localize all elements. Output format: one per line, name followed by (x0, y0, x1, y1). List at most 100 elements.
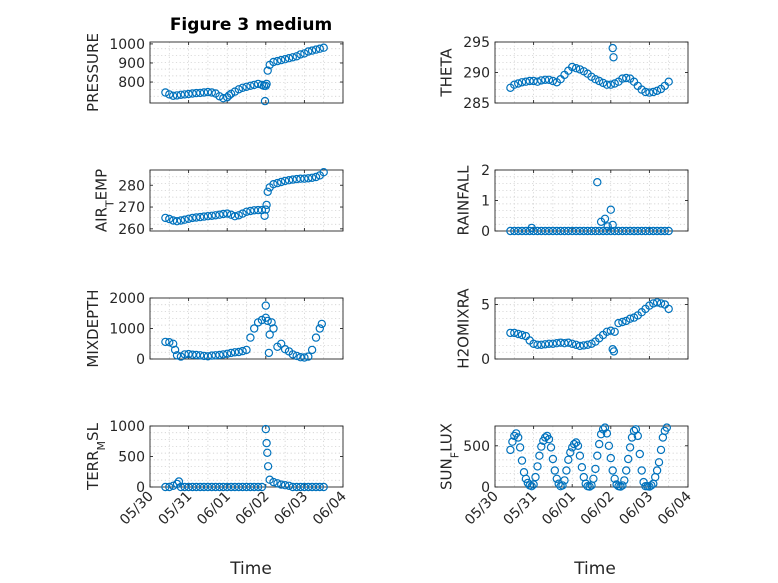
data-point (277, 339, 286, 348)
x-axis-label-left: Time (229, 559, 272, 579)
data-point (525, 76, 534, 86)
data-point (654, 458, 664, 467)
data-point (531, 472, 540, 482)
data-point (288, 53, 297, 62)
data-point (246, 333, 255, 342)
data-point (585, 482, 594, 491)
scatter-series (161, 43, 328, 106)
data-point (633, 431, 643, 441)
data-point (261, 301, 270, 310)
data-point (573, 441, 583, 450)
data-point (569, 439, 579, 449)
data-point (589, 474, 598, 483)
y-tick-label: 1000 (109, 322, 145, 338)
data-point (564, 338, 573, 347)
data-point (535, 451, 544, 460)
data-point (174, 477, 184, 486)
y-tick-label: 900 (118, 56, 145, 72)
y-axis-label: SUNFLUX (438, 423, 462, 490)
data-point (238, 83, 247, 93)
y-axis-label: THETA (438, 48, 456, 98)
data-point (647, 481, 656, 490)
data-point (249, 324, 259, 333)
axes-box (494, 297, 689, 360)
scatter-series (506, 298, 673, 356)
data-point (600, 423, 610, 432)
data-point (622, 466, 631, 475)
data-point (246, 81, 255, 91)
y-tick-label: 500 (118, 450, 145, 466)
data-point (514, 329, 523, 339)
data-point (610, 327, 619, 336)
data-point (583, 226, 592, 236)
data-point (296, 174, 305, 183)
data-point (600, 214, 610, 223)
data-point (262, 438, 271, 448)
data-point (199, 212, 209, 221)
data-point (311, 333, 321, 342)
data-point (541, 433, 550, 442)
scatter-series (161, 301, 326, 362)
data-point (230, 348, 240, 357)
data-point (606, 326, 616, 335)
data-point (307, 173, 317, 182)
y-tick-label: 500 (463, 439, 490, 455)
data-point (263, 448, 272, 457)
y-tick-label: 260 (118, 222, 145, 238)
data-point (512, 429, 521, 438)
data-point (260, 96, 270, 106)
data-point (610, 79, 619, 88)
data-point (652, 298, 662, 307)
data-point (224, 91, 234, 100)
data-point (514, 433, 523, 442)
data-point (529, 480, 538, 489)
data-point (506, 328, 515, 338)
data-point (165, 338, 174, 347)
data-point (575, 451, 585, 460)
data-point (168, 91, 178, 101)
grid (150, 426, 343, 487)
data-point (575, 341, 585, 351)
data-point (222, 349, 232, 358)
y-tick-label: 1000 (109, 419, 145, 435)
data-point (199, 88, 209, 97)
data-point (608, 466, 617, 475)
data-point (533, 462, 542, 471)
data-point (652, 86, 662, 96)
panel-rainfall: 0 1 2 RAINFALL (455, 163, 689, 240)
data-point (624, 454, 633, 464)
data-point (172, 216, 182, 226)
y-tick-label: 1 (481, 194, 490, 210)
data-point (577, 463, 587, 472)
panel-pressure: 800 900 1000 PRESSURE (84, 33, 344, 112)
data-point (296, 353, 305, 362)
data-point (234, 85, 243, 94)
data-point (292, 351, 301, 361)
y-tick-label: 0 (136, 480, 145, 496)
data-point (219, 350, 228, 359)
data-point (253, 482, 263, 492)
data-point (269, 477, 278, 487)
data-point (608, 43, 617, 53)
data-point (315, 324, 324, 333)
data-point (564, 455, 573, 464)
y-axis-label: RAINFALL (455, 165, 473, 236)
data-point (253, 79, 263, 89)
data-point (595, 76, 604, 86)
data-point (579, 341, 589, 350)
data-point (541, 75, 550, 85)
data-point (207, 211, 216, 220)
data-point (263, 462, 273, 471)
axes-box (149, 41, 344, 104)
data-point (645, 88, 654, 97)
data-point (606, 453, 616, 463)
data-point (606, 205, 616, 214)
data-point (618, 317, 627, 327)
data-point (517, 456, 527, 465)
data-point (552, 474, 562, 483)
data-point (598, 78, 608, 88)
data-point (548, 339, 558, 348)
data-point (315, 44, 324, 53)
data-point (261, 205, 270, 214)
data-point (269, 179, 278, 189)
